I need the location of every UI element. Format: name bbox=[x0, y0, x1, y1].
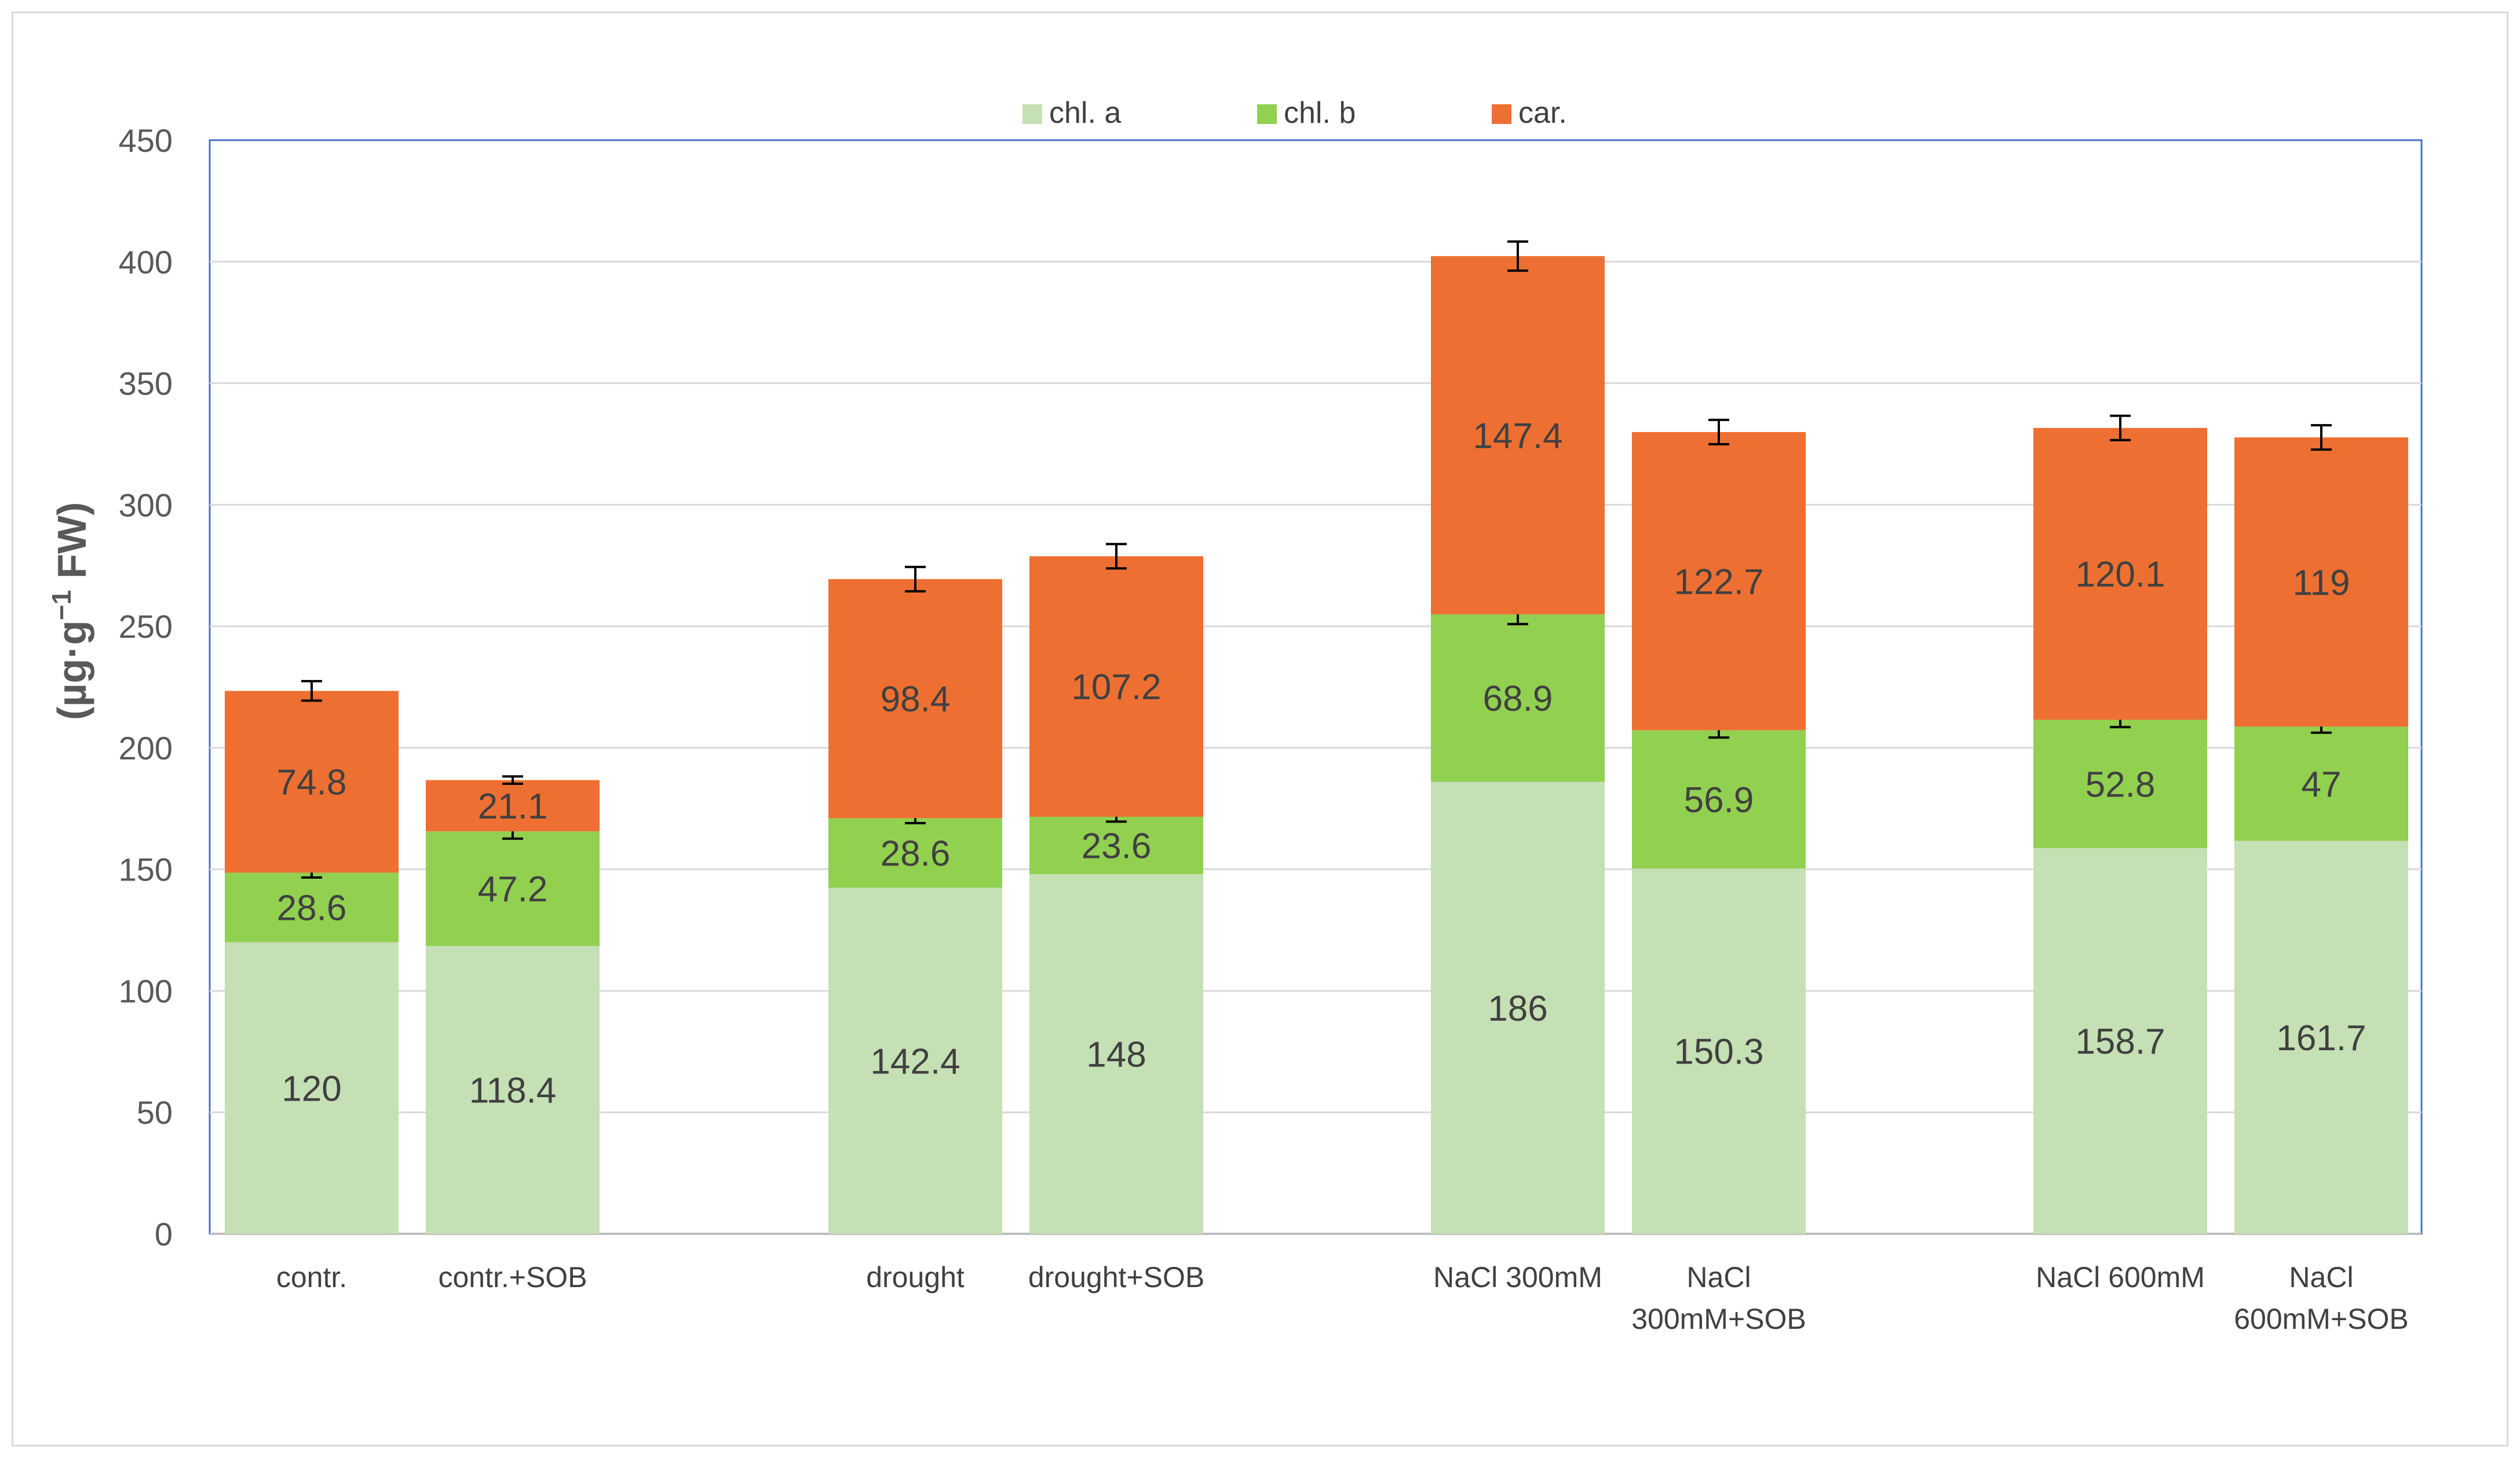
bar-chl-a bbox=[1431, 781, 1605, 1234]
bar-chl-b bbox=[1632, 730, 1806, 869]
y-tick-label: 400 bbox=[119, 244, 173, 280]
data-label: 120.1 bbox=[2075, 555, 2165, 595]
x-tick-label: 300mM+SOB bbox=[1631, 1303, 1806, 1335]
x-tick-label: NaCl 600mM bbox=[2036, 1261, 2205, 1293]
x-tick-label: 600mM+SOB bbox=[2234, 1303, 2409, 1335]
data-label: 186 bbox=[1488, 989, 1547, 1029]
data-label: 28.6 bbox=[277, 889, 347, 929]
data-label: 161.7 bbox=[2276, 1018, 2366, 1058]
bar-car bbox=[1632, 432, 1806, 730]
y-tick-label: 300 bbox=[119, 487, 173, 523]
data-label: 142.4 bbox=[870, 1042, 960, 1081]
legend-label: car. bbox=[1518, 96, 1567, 130]
bar-chl-a bbox=[828, 887, 1002, 1234]
data-label: 158.7 bbox=[2075, 1022, 2165, 1062]
data-label: 56.9 bbox=[1684, 780, 1754, 820]
bar-chl-a bbox=[225, 942, 399, 1234]
y-tick-label: 450 bbox=[119, 122, 173, 159]
bar-chl-b bbox=[2033, 719, 2207, 849]
x-tick-label: NaCl bbox=[1686, 1261, 1751, 1293]
bar-car bbox=[1431, 256, 1605, 615]
bar-chl-a bbox=[1029, 874, 1203, 1234]
y-tick-label: 50 bbox=[137, 1094, 173, 1131]
data-label: 74.8 bbox=[277, 763, 347, 803]
data-label: 28.6 bbox=[881, 834, 951, 874]
data-label: 52.8 bbox=[2086, 765, 2156, 805]
x-tick-label: drought bbox=[866, 1261, 965, 1293]
bar-chl-a bbox=[2033, 848, 2207, 1234]
bar-chl-b bbox=[1029, 817, 1203, 875]
chart-frame bbox=[12, 12, 2508, 1446]
y-tick-label: 250 bbox=[119, 608, 173, 645]
data-label: 119 bbox=[2293, 563, 2350, 603]
x-tick-label: NaCl 300mM bbox=[1433, 1261, 1602, 1293]
data-label: 21.1 bbox=[478, 787, 548, 827]
data-label: 147.4 bbox=[1473, 416, 1562, 456]
bar-chl-b bbox=[828, 818, 1002, 888]
data-label: 68.9 bbox=[1483, 679, 1553, 719]
bar-car bbox=[828, 579, 1002, 818]
bar-car bbox=[225, 690, 399, 873]
data-label: 98.4 bbox=[881, 679, 951, 719]
y-axis-label: (µg·g−1 FW) bbox=[46, 502, 94, 721]
bar-car bbox=[426, 780, 600, 832]
x-tick-label: contr.+SOB bbox=[438, 1261, 587, 1293]
bar-car bbox=[2033, 427, 2207, 720]
bar-chl-b bbox=[426, 831, 600, 947]
data-label: 47.2 bbox=[478, 869, 548, 909]
data-label: 118.4 bbox=[469, 1071, 557, 1111]
bar-chl-a bbox=[1632, 868, 1806, 1234]
bar-car bbox=[2234, 437, 2408, 727]
x-tick-label: drought+SOB bbox=[1028, 1261, 1204, 1293]
y-tick-label: 150 bbox=[119, 852, 173, 888]
data-label: 47 bbox=[2302, 765, 2342, 805]
legend-swatch bbox=[1257, 104, 1277, 124]
data-label: 122.7 bbox=[1674, 562, 1763, 602]
bar-chl-a bbox=[2234, 841, 2408, 1234]
x-tick-label: NaCl bbox=[2289, 1261, 2353, 1293]
legend-label: chl. a bbox=[1049, 96, 1121, 130]
x-tick-label: contr. bbox=[276, 1261, 347, 1293]
legend-swatch bbox=[1492, 104, 1511, 124]
bar-chl-b bbox=[225, 872, 399, 942]
data-label: 120 bbox=[282, 1069, 341, 1109]
bar-chl-a bbox=[426, 946, 600, 1234]
y-tick-label: 200 bbox=[119, 730, 173, 766]
y-tick-label: 350 bbox=[119, 366, 173, 402]
legend-swatch bbox=[1022, 104, 1042, 124]
bar-car bbox=[1029, 556, 1203, 817]
data-label: 23.6 bbox=[1082, 827, 1152, 867]
bar-chl-b bbox=[1431, 614, 1605, 782]
bar-chl-b bbox=[2234, 726, 2408, 841]
legend-label: chl. b bbox=[1284, 96, 1356, 130]
data-label: 148 bbox=[1086, 1035, 1146, 1075]
data-label: 150.3 bbox=[1674, 1032, 1763, 1072]
data-label: 107.2 bbox=[1071, 667, 1161, 707]
y-tick-label: 0 bbox=[155, 1216, 173, 1252]
y-tick-label: 100 bbox=[119, 973, 173, 1009]
